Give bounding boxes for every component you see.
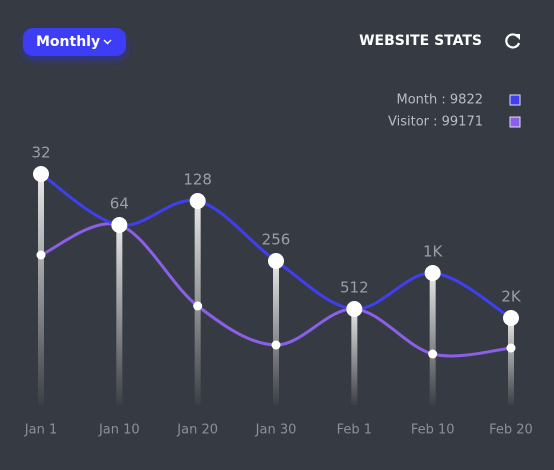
refresh-button[interactable] (505, 33, 521, 49)
stem (116, 225, 123, 405)
x-tick-label: Jan 20 (176, 423, 218, 438)
stem (508, 318, 514, 405)
legend-swatch (509, 94, 521, 106)
x-tick-label: Jan 10 (98, 423, 140, 438)
legend-label: Visitor : 99171 (388, 115, 483, 130)
point-label: 512 (340, 279, 369, 297)
point-label: 128 (183, 171, 212, 189)
filter-dropdown[interactable]: Monthly (23, 28, 126, 56)
data-point (193, 301, 203, 311)
data-point (268, 253, 284, 269)
dropdown-button[interactable] (23, 28, 126, 56)
refresh-icon (505, 33, 521, 49)
chart-title: WEBSITE STATS (359, 33, 482, 49)
refresh-arrow (514, 34, 520, 40)
x-tick-label: Jan 1 (24, 423, 57, 438)
point-label: 2K (501, 288, 522, 306)
data-point (428, 349, 438, 359)
data-point (114, 220, 124, 230)
point-label: 1K (423, 243, 444, 261)
data-point (503, 310, 519, 326)
dropdown-label: Monthly (36, 34, 100, 50)
stem (38, 174, 44, 405)
data-point (33, 166, 49, 182)
legend-swatch (509, 116, 521, 128)
data-point (424, 265, 441, 281)
x-tick-label: Feb 10 (411, 423, 455, 438)
x-tick-label: Feb 20 (489, 423, 533, 438)
point-label: 64 (110, 195, 129, 213)
data-point (36, 250, 46, 260)
x-tick-label: Feb 1 (337, 423, 372, 438)
stem (351, 309, 358, 405)
x-tick-label: Jan 30 (255, 423, 297, 438)
data-point (506, 343, 516, 353)
stem (273, 261, 279, 405)
data-point (189, 193, 206, 209)
legend-label: Month : 9822 (397, 93, 483, 108)
stem (429, 273, 436, 405)
point-label: 32 (31, 144, 50, 162)
data-point (349, 304, 359, 314)
chevron (103, 39, 112, 45)
point-label: 256 (262, 231, 291, 249)
data-point (271, 340, 281, 350)
